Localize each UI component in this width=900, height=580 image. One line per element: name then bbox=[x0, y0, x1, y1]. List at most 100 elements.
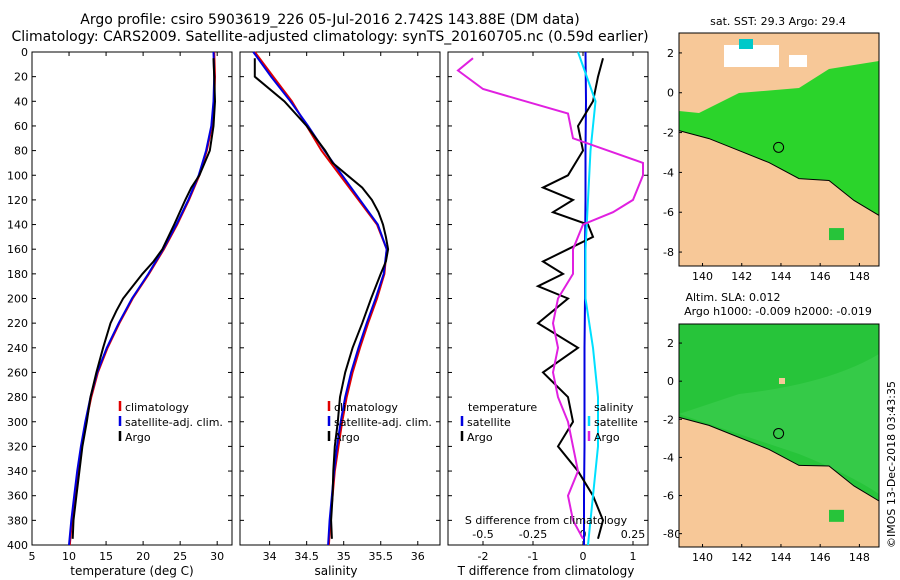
map-y-tick-label: 2 bbox=[667, 337, 674, 350]
legend-t-satellite-label: satellite bbox=[467, 416, 511, 429]
top-tick-label: -0.25 bbox=[519, 528, 547, 541]
legend-t-argo-label: Argo bbox=[467, 431, 493, 444]
depth-tick-label: 240 bbox=[7, 342, 28, 355]
imos-stamp: ©IMOS 13-Dec-2018 03:43:35 bbox=[885, 381, 898, 548]
legend-argo-label: Argo bbox=[334, 431, 360, 444]
x-tick-label: 35.5 bbox=[368, 550, 393, 563]
depth-tick-label: 340 bbox=[7, 465, 28, 478]
sla-map: 140 142 144 146 148 2 0 -2 -4 -6 -8 bbox=[663, 323, 880, 564]
coastal-shallows bbox=[829, 509, 844, 522]
x-tick-label: 34 bbox=[263, 550, 277, 563]
legend-climatology-label: climatology bbox=[125, 401, 189, 414]
depth-tick-label: 100 bbox=[7, 169, 28, 182]
map-x-tick-label: 148 bbox=[849, 551, 870, 564]
map-y-tick-label: -6 bbox=[663, 490, 674, 503]
legend-argo-label: Argo bbox=[125, 431, 151, 444]
difference-top-axis-label: S difference from climatology bbox=[465, 514, 628, 527]
map-y-tick-label: 2 bbox=[667, 47, 674, 60]
sla-patch bbox=[779, 378, 785, 384]
temperature-legend: climatology satellite-adj. clim. Argo bbox=[118, 401, 223, 444]
legend-s-argo-label: Argo bbox=[594, 431, 620, 444]
map-x-tick-label: 142 bbox=[731, 551, 752, 564]
map-y-tick-label: -8 bbox=[663, 528, 674, 541]
top-tick-label: -0.5 bbox=[472, 528, 493, 541]
panel-salinity: 34 34.5 35 35.5 36 bbox=[239, 51, 441, 563]
depth-tick-label: 40 bbox=[14, 95, 28, 108]
legend-salinity-title: salinity bbox=[594, 401, 634, 414]
sst-map: 140 142 144 146 148 2 0 -2 -4 -6 -8 bbox=[663, 32, 880, 283]
x-tick-label: 5 bbox=[29, 550, 36, 563]
series-line-salinity-argo bbox=[456, 57, 644, 540]
legend-temperature-title: temperature bbox=[468, 401, 537, 414]
map-y-tick-label: -6 bbox=[663, 206, 674, 219]
panel-frame bbox=[239, 51, 441, 546]
salinity-legend: climatology satellite-adj. clim. Argo bbox=[327, 401, 432, 444]
x-tick-label: 25 bbox=[173, 550, 187, 563]
cloud-patch bbox=[789, 55, 807, 67]
map-x-tick-label: 142 bbox=[731, 270, 752, 283]
map-y-tick-label: -2 bbox=[663, 127, 674, 140]
sla-map-title-line2: Argo h1000: -0.009 h2000: -0.019 bbox=[684, 305, 872, 318]
map-y-tick-label: -2 bbox=[663, 413, 674, 426]
x-tick-label: 0 bbox=[580, 550, 587, 563]
x-tick-label: 35 bbox=[337, 550, 351, 563]
cloud-patch bbox=[724, 45, 779, 67]
series-line-salinity-satellite bbox=[577, 51, 599, 546]
map-y-tick-label: -4 bbox=[663, 166, 674, 179]
argo-position-marker bbox=[773, 427, 785, 439]
x-tick-label: 30 bbox=[210, 550, 224, 563]
salinity-axis-label: salinity bbox=[314, 564, 357, 578]
temperature-axis-label: temperature (deg C) bbox=[70, 564, 193, 578]
sst-patch bbox=[739, 39, 753, 49]
depth-tick-label: 200 bbox=[7, 293, 28, 306]
map-y-tick-label: -4 bbox=[663, 451, 674, 464]
legend-climatology-label: climatology bbox=[334, 401, 398, 414]
panel-frame bbox=[447, 51, 649, 546]
depth-tick-label: 160 bbox=[7, 243, 28, 256]
x-tick-label: 10 bbox=[62, 550, 76, 563]
sla-shade bbox=[679, 354, 879, 494]
x-tick-label: 20 bbox=[136, 550, 150, 563]
map-x-tick-label: 144 bbox=[770, 270, 791, 283]
x-tick-label: 1 bbox=[630, 550, 637, 563]
depth-tick-label: 220 bbox=[7, 317, 28, 330]
map-y-tick-label: 0 bbox=[667, 87, 674, 100]
x-tick-label: -2 bbox=[478, 550, 489, 563]
depth-tick-label: 0 bbox=[21, 46, 28, 59]
depth-tick-label: 80 bbox=[14, 145, 28, 158]
map-x-tick-label: 146 bbox=[810, 551, 831, 564]
depth-tick-label: 360 bbox=[7, 490, 28, 503]
argo-position-marker bbox=[773, 141, 785, 153]
legend-s-satellite-label: satellite bbox=[594, 416, 638, 429]
sst-map-title: sat. SST: 29.3 Argo: 29.4 bbox=[710, 15, 846, 28]
depth-tick-label: 280 bbox=[7, 391, 28, 404]
top-tick-label: 0.25 bbox=[621, 528, 646, 541]
series-line-satellite-adj-clim- bbox=[68, 51, 216, 546]
depth-tick-label: 60 bbox=[14, 120, 28, 133]
figure-title-line1: Argo profile: csiro 5903619_226 05-Jul-2… bbox=[80, 12, 580, 28]
map-frame bbox=[678, 323, 880, 548]
depth-tick-label: 20 bbox=[14, 71, 28, 84]
series-line-argo bbox=[253, 58, 390, 539]
legend-satellite-label: satellite-adj. clim. bbox=[334, 416, 432, 429]
x-tick-label: 15 bbox=[99, 550, 113, 563]
map-y-tick-label: -8 bbox=[663, 246, 674, 259]
coastal-shallows bbox=[829, 228, 844, 241]
figure-title-line2: Climatology: CARS2009. Satellite-adjuste… bbox=[11, 29, 649, 45]
depth-tick-label: 120 bbox=[7, 194, 28, 207]
legend-satellite-label: satellite-adj. clim. bbox=[125, 416, 223, 429]
map-x-tick-label: 140 bbox=[692, 551, 713, 564]
map-y-tick-label: 0 bbox=[667, 375, 674, 388]
panel-temperature: 0 20 40 60 80 100 120 140 160 180 200 220 240 260 280 3… bbox=[7, 46, 233, 563]
sla-map-title-line1: Altim. SLA: 0.012 bbox=[685, 291, 780, 304]
map-x-tick-label: 140 bbox=[692, 270, 713, 283]
x-tick-label: -1 bbox=[528, 550, 539, 563]
x-tick-label: 34.5 bbox=[294, 550, 319, 563]
depth-tick-label: 260 bbox=[7, 366, 28, 379]
depth-tick-label: 380 bbox=[7, 514, 28, 527]
map-x-tick-label: 144 bbox=[770, 551, 791, 564]
top-tick-label: 0 bbox=[580, 528, 587, 541]
difference-legend: temperature satellite Argo salinity sate… bbox=[460, 401, 638, 444]
